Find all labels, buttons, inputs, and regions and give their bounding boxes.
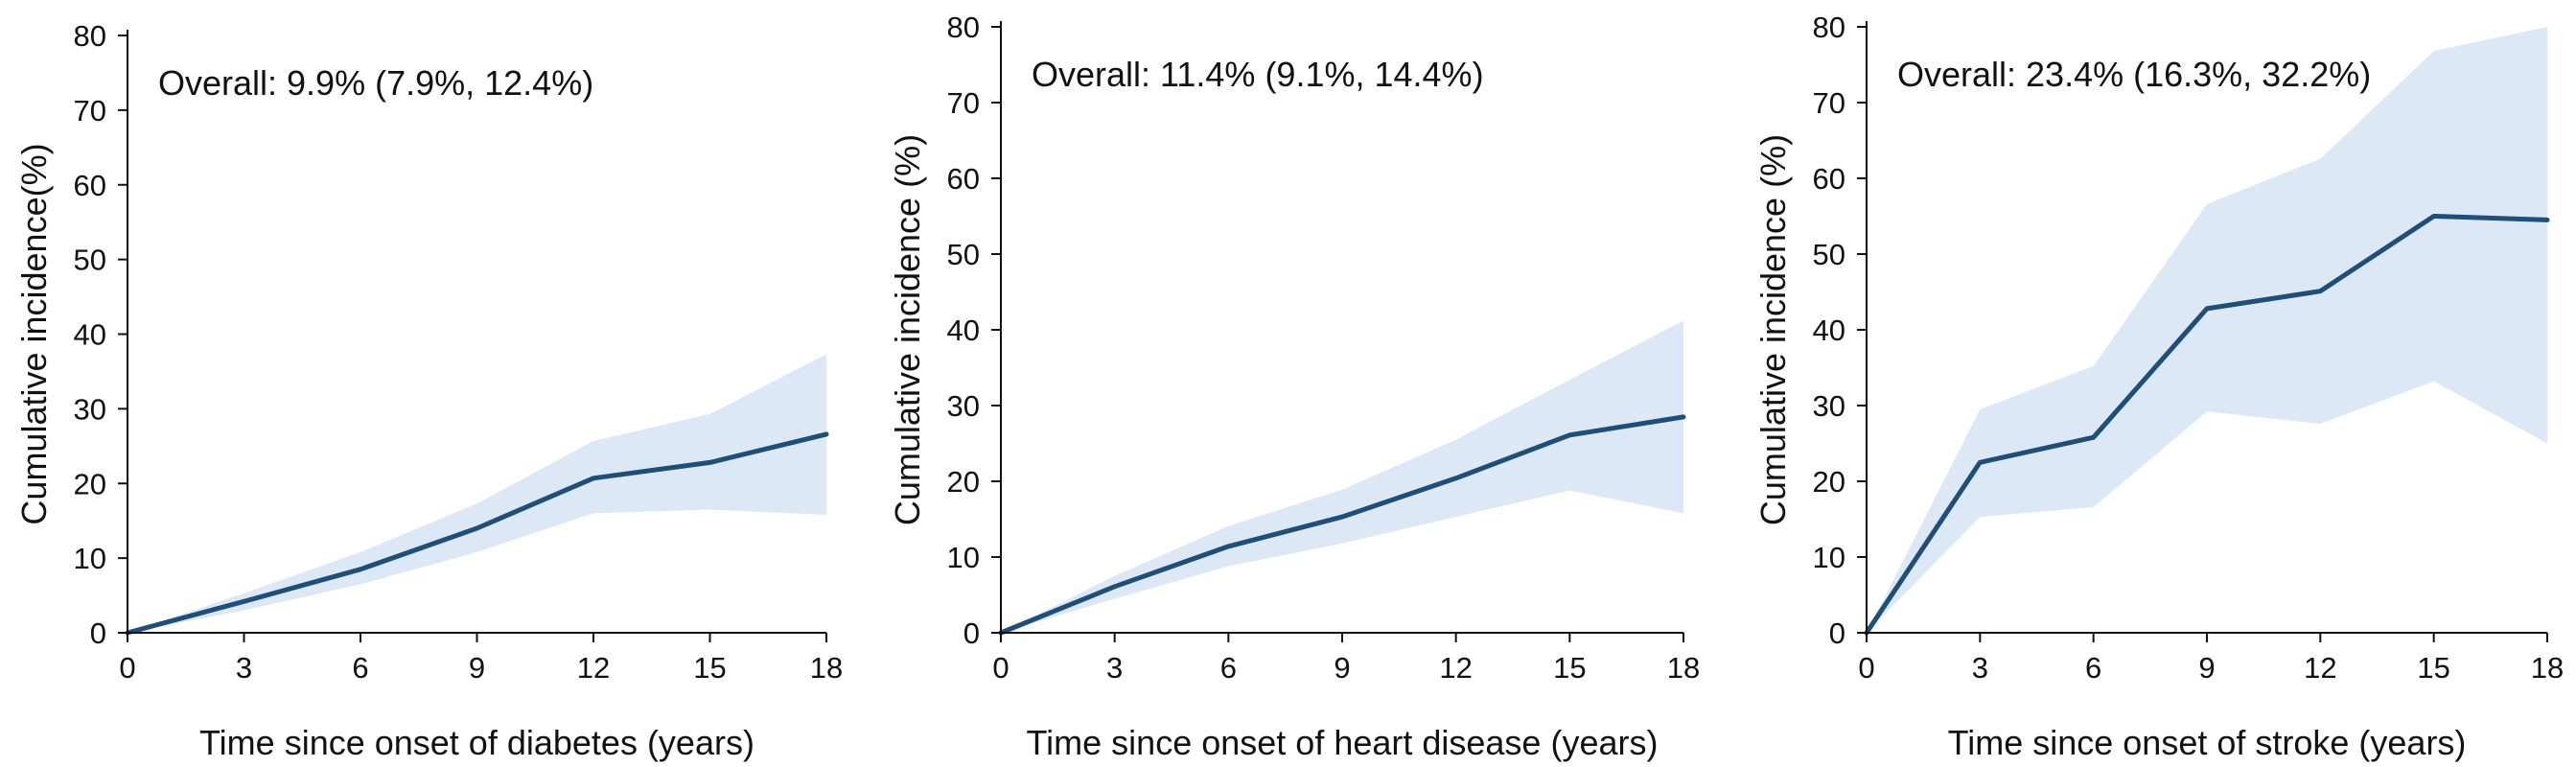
incidence-line <box>125 431 829 636</box>
x-tick-label: 9 <box>2198 651 2215 685</box>
confidence-band <box>128 354 826 633</box>
y-tick-label: 0 <box>1829 616 1845 650</box>
x-tick-label: 3 <box>1972 651 1988 685</box>
y-tick-label: 20 <box>74 467 106 500</box>
x-axis-title: Time since onset of diabetes (years) <box>199 723 754 762</box>
y-axis-title: Cumulative incidence (%) <box>888 134 927 525</box>
y-tick-label: 70 <box>1813 86 1845 120</box>
y-tick-label: 80 <box>947 11 980 44</box>
y-tick-label: 70 <box>947 86 980 120</box>
y-tick-label: 40 <box>74 318 106 352</box>
x-tick-label: 0 <box>992 651 1009 685</box>
y-tick-label: 30 <box>947 389 980 423</box>
y-tick-label: 60 <box>947 162 980 196</box>
x-tick-label: 0 <box>119 651 135 685</box>
incidence-line <box>1864 214 2550 636</box>
y-tick-label: 20 <box>947 465 980 499</box>
x-tick-label: 3 <box>1106 651 1123 685</box>
x-tick-label: 12 <box>577 651 610 685</box>
y-axis-title: Cumulative incidence (%) <box>1753 134 1793 525</box>
x-axis-title: Time since onset of stroke (years) <box>1948 723 2467 762</box>
x-tick-label: 15 <box>693 651 726 685</box>
x-tick-label: 18 <box>810 651 843 685</box>
y-tick-label: 10 <box>74 542 106 575</box>
x-tick-label: 9 <box>1334 651 1350 685</box>
y-tick-label: 80 <box>74 19 106 53</box>
chart-panel-1: 0 10 20 30 40 50 60 70 80 0 3 6 9 12 15 18 Time since on… <box>14 19 843 762</box>
incidence-line <box>998 414 1686 636</box>
y-tick-label: 50 <box>947 238 980 271</box>
y-tick-label: 40 <box>947 314 980 347</box>
x-tick-label: 6 <box>1220 651 1237 685</box>
y-tick-label: 30 <box>74 392 106 426</box>
y-tick-label: 50 <box>74 244 106 277</box>
y-tick-label: 20 <box>1813 465 1845 499</box>
y-tick-label: 60 <box>1813 162 1845 196</box>
overall-annotation: Overall: 11.4% (9.1%, 14.4%) <box>1032 55 1484 94</box>
y-tick-label: 10 <box>947 541 980 574</box>
confidence-band <box>1867 27 2547 633</box>
x-tick-label: 12 <box>1439 651 1472 685</box>
x-tick-label: 6 <box>2085 651 2101 685</box>
x-tick-label: 15 <box>2417 651 2449 685</box>
y-axis-title: Cumulative incidence(%) <box>14 143 54 524</box>
y-tick-label: 30 <box>1813 389 1845 423</box>
x-tick-label: 3 <box>236 651 252 685</box>
y-tick-label: 0 <box>963 616 980 650</box>
x-tick-label: 18 <box>1667 651 1700 685</box>
confidence-band <box>1001 320 1683 633</box>
y-tick-label: 80 <box>1813 11 1845 44</box>
chart-panel-2: 0 10 20 30 40 50 60 70 80 0 3 6 9 12 15 18 Time since on… <box>888 11 1700 762</box>
x-axis-title: Time since onset of heart disease (years… <box>1027 723 1659 762</box>
x-tick-label: 15 <box>1553 651 1586 685</box>
x-tick-label: 6 <box>352 651 368 685</box>
y-tick-label: 10 <box>1813 541 1845 574</box>
y-tick-label: 50 <box>1813 238 1845 271</box>
x-tick-label: 12 <box>2304 651 2336 685</box>
y-tick-label: 0 <box>90 616 106 650</box>
overall-annotation: Overall: 9.9% (7.9%, 12.4%) <box>158 63 593 103</box>
chart-panel-3: 0 10 20 30 40 50 60 70 80 0 3 6 9 12 15 18 Time since on… <box>1753 11 2564 762</box>
x-tick-label: 9 <box>469 651 485 685</box>
x-tick-label: 18 <box>2531 651 2564 685</box>
y-tick-label: 60 <box>74 169 106 202</box>
overall-annotation: Overall: 23.4% (16.3%, 32.2%) <box>1897 55 2371 94</box>
x-tick-label: 0 <box>1858 651 1874 685</box>
y-tick-label: 40 <box>1813 314 1845 347</box>
y-tick-label: 70 <box>74 94 106 128</box>
